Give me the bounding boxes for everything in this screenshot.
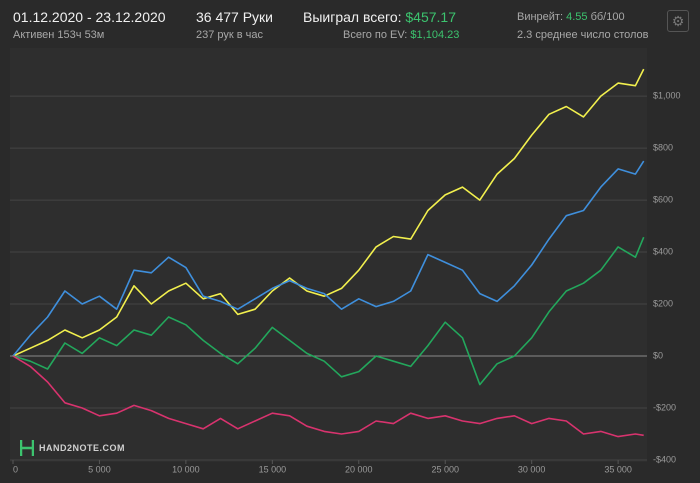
y-tick-label: $800 [653,142,673,152]
ev: Всего по EV: $1,104.23 [343,29,459,41]
y-tick-label: -$200 [653,402,676,412]
hands-per-hour: 237 рук в час [196,29,264,41]
ev-value: $1,104.23 [410,29,460,41]
ev-label: Всего по EV: [343,29,408,41]
y-tick-label: -$400 [653,454,676,464]
y-tick-label: $1,000 [653,90,681,100]
active-time: Активен 153ч 53м [13,29,105,41]
winrate-value: 4.55 [566,11,588,23]
x-tick-label: 20 000 [345,464,373,474]
won-label: Выиграл всего: [303,9,402,25]
winrate: Винрейт: 4.55 бб/100 [517,11,625,23]
date-range: 01.12.2020 - 23.12.2020 [13,9,166,25]
watermark-text: HAND2NOTE.COM [39,443,126,453]
y-tick-label: $200 [653,298,673,308]
winrate-label: Винрейт: [517,11,564,23]
won-value: $457.17 [405,9,456,25]
series-line [12,68,645,357]
tables: 2.3 среднее число столов [517,29,649,41]
y-tick-label: $0 [653,350,663,360]
plot-area [10,48,647,462]
watermark: HAND2NOTE.COM [20,439,125,457]
x-tick-label: 15 000 [259,464,287,474]
y-tick-label: $600 [653,194,673,204]
series-line [12,160,645,357]
settings-button[interactable]: ⚙ [667,10,689,32]
x-tick-label: 35 000 [604,464,632,474]
won: Выиграл всего: $457.17 [303,9,456,25]
winrate-unit: бб/100 [590,11,625,23]
hands: 36 477 Руки [196,9,273,25]
series-line [12,355,644,438]
x-tick-label: 25 000 [431,464,459,474]
series-line [12,236,645,386]
x-tick-label: 0 [13,464,18,474]
x-tick-label: 30 000 [518,464,546,474]
logo-icon [20,440,34,456]
y-tick-label: $400 [653,246,673,256]
x-tick-label: 5 000 [88,464,111,474]
x-tick-label: 10 000 [172,464,200,474]
